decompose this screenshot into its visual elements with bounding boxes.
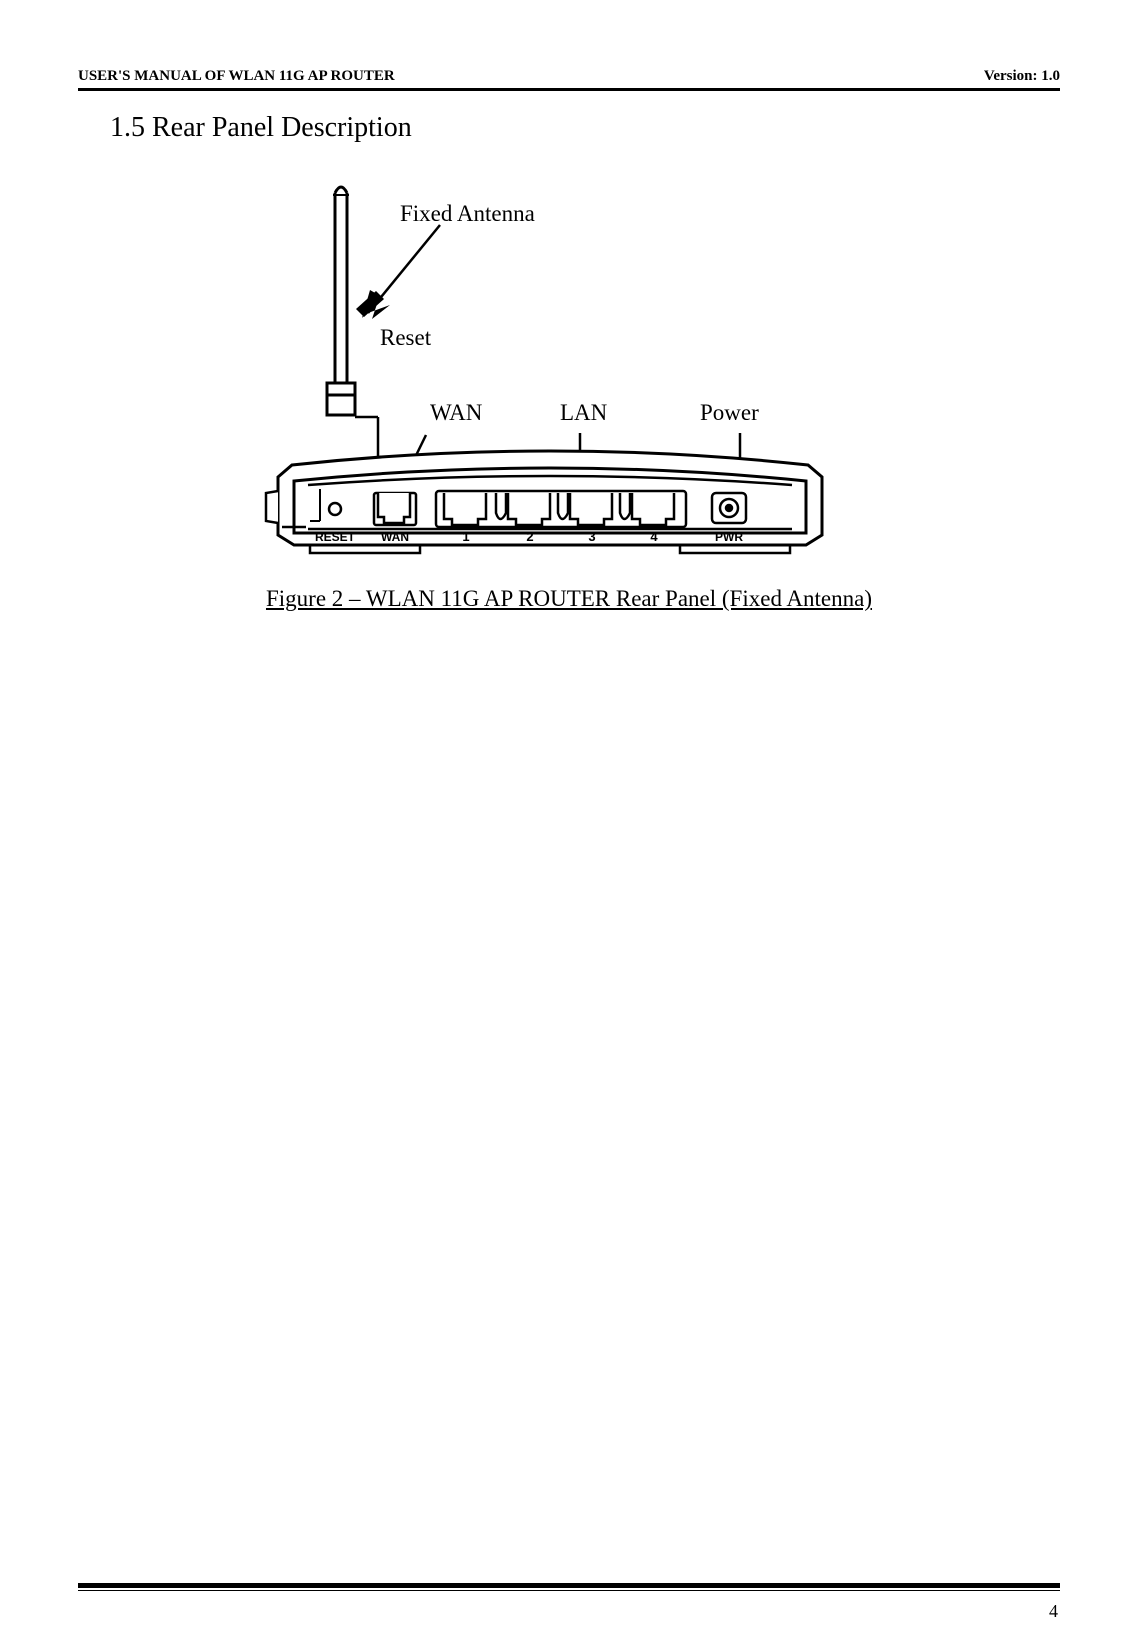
label-power: Power <box>700 400 759 426</box>
panel-3-label: 3 <box>588 529 595 544</box>
router-svg: RESET WAN 1 2 3 4 PWR <box>250 175 870 555</box>
panel-reset-label: RESET <box>315 530 356 544</box>
rear-panel-diagram: RESET WAN 1 2 3 4 PWR Fixed Antenna Rese… <box>250 175 870 555</box>
figure-caption: Figure 2 – WLAN 11G AP ROUTER Rear Panel… <box>0 586 1138 612</box>
panel-2-label: 2 <box>526 529 533 544</box>
header-rule <box>78 88 1060 91</box>
label-antenna: Fixed Antenna <box>400 201 535 227</box>
page-header: USER'S MANUAL OF WLAN 11G AP ROUTER Vers… <box>78 68 1060 85</box>
section-title: Rear Panel Description <box>152 112 412 143</box>
panel-4-label: 4 <box>650 529 658 544</box>
footer-rule <box>78 1583 1060 1588</box>
label-reset: Reset <box>380 325 431 351</box>
label-wan: WAN <box>430 400 482 426</box>
panel-1-label: 1 <box>462 529 469 544</box>
page-number: 4 <box>1049 1601 1058 1622</box>
header-left: USER'S MANUAL OF WLAN 11G AP ROUTER <box>78 68 395 85</box>
header-right: Version: 1.0 <box>984 68 1060 85</box>
label-lan: LAN <box>560 400 607 426</box>
panel-wan-label: WAN <box>381 530 409 544</box>
section-number: 1.5 <box>110 112 145 143</box>
section-heading: 1.5 Rear Panel Description <box>110 112 412 144</box>
panel-pwr-label: PWR <box>715 530 743 544</box>
